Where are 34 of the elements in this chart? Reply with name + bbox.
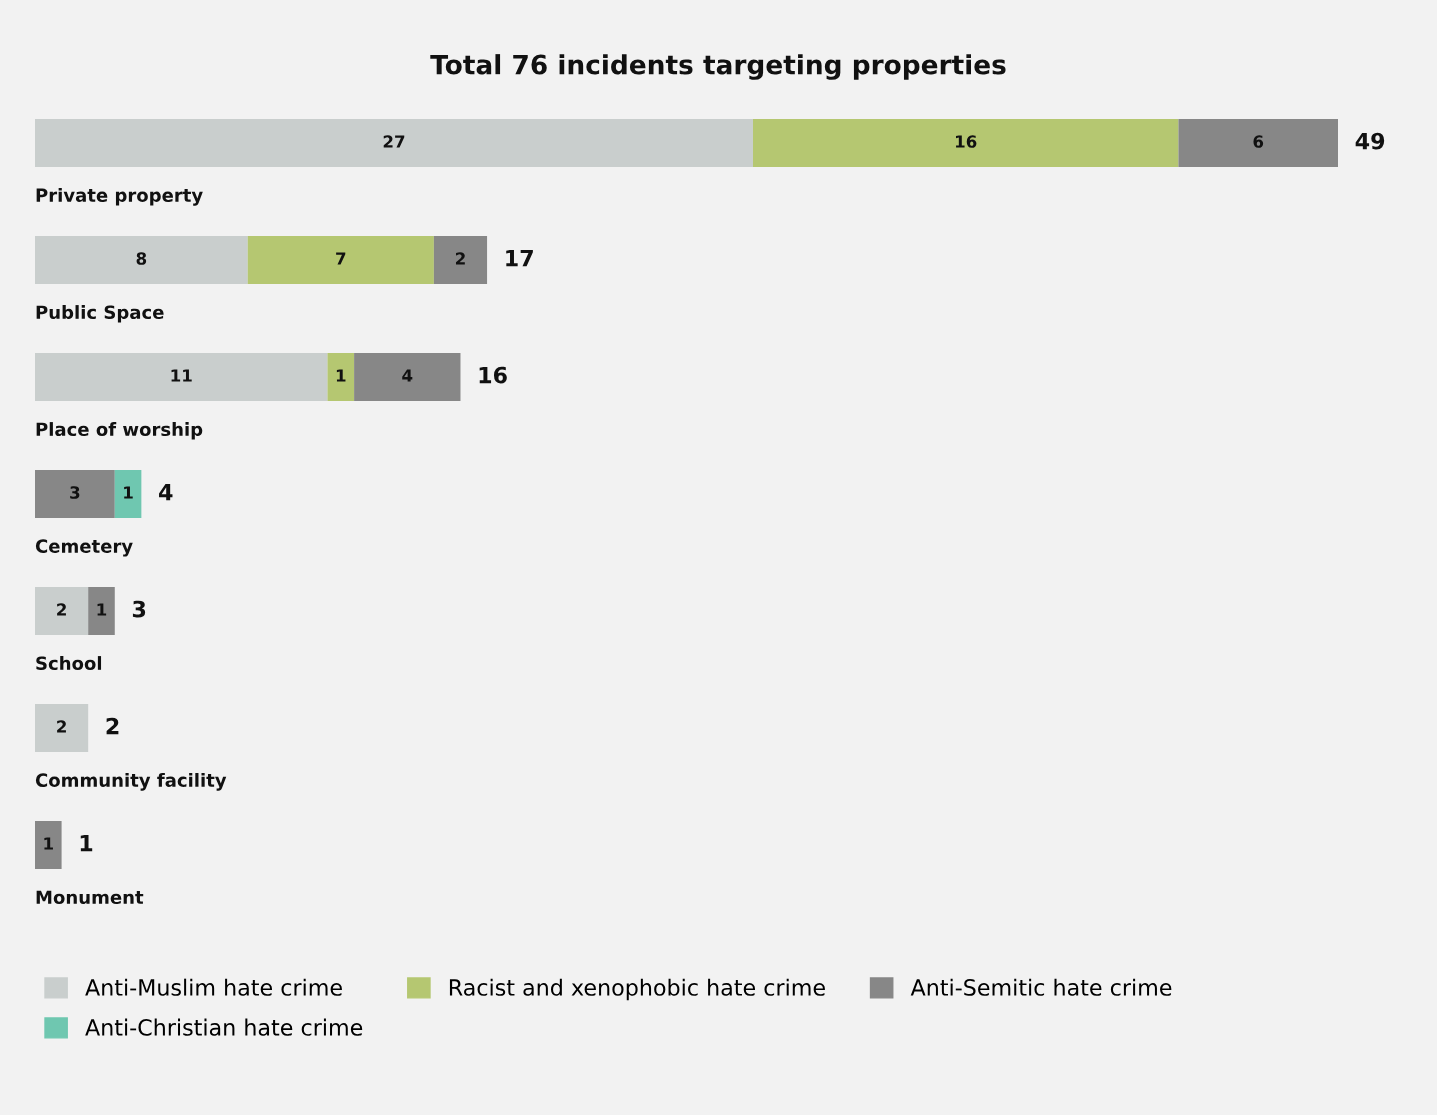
y-tick-label: Cemetery (35, 539, 133, 557)
y-tick-label: Private property (36, 188, 203, 206)
data-label: 2 (455, 252, 465, 265)
data-label: 2 (57, 720, 66, 733)
data-label: 1 (44, 837, 53, 850)
data-label: 1 (124, 486, 133, 499)
y-tick-label: Public Space (36, 305, 164, 323)
data-label: 8 (136, 252, 147, 265)
legend-label: Anti-Muslim hate crime (85, 978, 342, 996)
total-label: 3 (132, 600, 146, 618)
data-label: 3 (70, 486, 80, 499)
total-label: 2 (106, 717, 119, 735)
data-label: 11 (171, 369, 192, 382)
y-tick-label: Place of worship (36, 422, 203, 440)
total-label: 4 (159, 483, 173, 501)
data-label: 16 (956, 135, 977, 148)
data-label: 6 (1253, 135, 1264, 148)
y-tick-label: School (36, 656, 102, 671)
total-label: 49 (1355, 132, 1385, 150)
data-label: 1 (336, 369, 346, 382)
data-label: 7 (336, 252, 346, 265)
chart-title: Total 76 incidents targeting properties (430, 54, 1006, 80)
total-label: 17 (506, 249, 533, 267)
data-label: 4 (402, 369, 413, 382)
data-label: 2 (57, 603, 66, 616)
data-label: 1 (97, 603, 107, 616)
legend-label: Racist and xenophobic hate crime (449, 978, 825, 1001)
data-label: 27 (383, 135, 405, 148)
y-tick-label: Monument (36, 890, 144, 905)
y-tick-label: Community facility (35, 773, 227, 791)
total-label: 16 (479, 366, 507, 384)
legend-label: Anti-Christian hate crime (85, 1018, 363, 1036)
legend-label: Anti-Semitic hate crime (910, 978, 1172, 996)
total-label: 1 (80, 834, 93, 852)
